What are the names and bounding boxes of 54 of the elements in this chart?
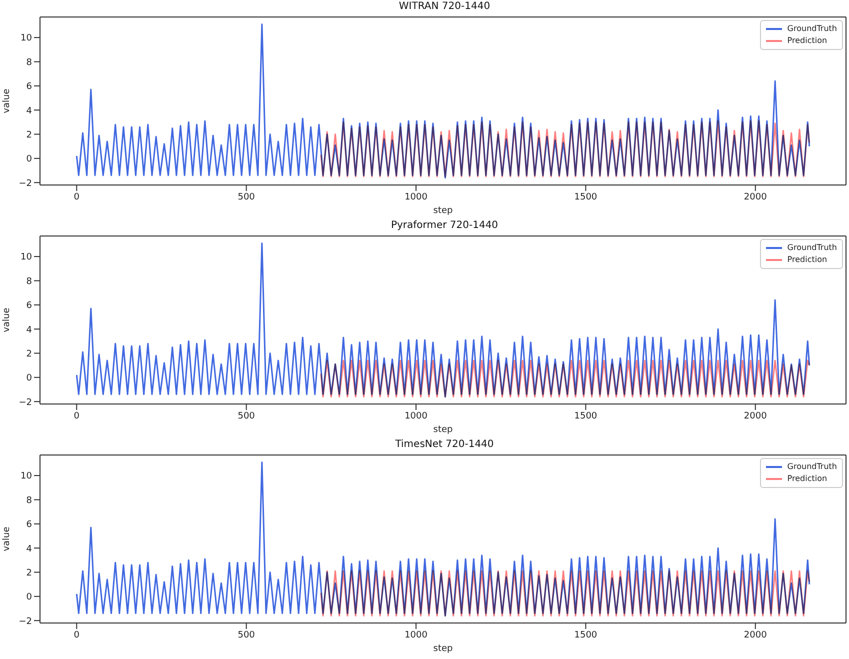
x-tick-label: 1000 (404, 411, 428, 422)
y-tick-label: 6 (26, 301, 32, 312)
y-tick-label: 0 (26, 374, 32, 384)
y-tick-label: 10 (20, 252, 32, 263)
y-tick-label: 8 (26, 58, 32, 68)
x-tick-label: 1000 (404, 192, 428, 202)
y-tick-label: 10 (20, 472, 32, 482)
y-tick-label: 8 (26, 496, 32, 506)
y-tick-label: −2 (18, 616, 32, 627)
x-tick-label: 1500 (574, 411, 598, 422)
x-tick-label: 2000 (744, 630, 768, 640)
y-tick-label: 4 (26, 325, 32, 336)
chart-title: WITRAN 720-1440 (398, 0, 492, 14)
y-tick-label: −2 (18, 398, 32, 408)
y-tick-label: 4 (26, 544, 32, 554)
y-tick-label: 6 (26, 82, 32, 92)
line-series (320, 360, 810, 398)
y-tick-label: 2 (26, 568, 32, 578)
x-tick-label: 0 (74, 192, 80, 202)
x-tick-label: 1500 (574, 630, 598, 640)
x-axis-title: step (433, 425, 454, 435)
y-tick-label: 10 (20, 34, 32, 44)
y-tick-label: 4 (26, 106, 32, 116)
chart-title: Pyraformer 720-1440 (390, 219, 500, 233)
x-axis-title: step (433, 644, 454, 654)
y-tick-label: 2 (26, 349, 32, 360)
legend-label: Prediction (787, 35, 828, 47)
y-tick-label: 8 (26, 276, 32, 287)
y-axis-title: value (2, 307, 12, 332)
y-tick-label: 0 (26, 592, 32, 603)
legend-label: GroundTruth (787, 242, 837, 254)
x-axis-title: step (433, 206, 454, 216)
x-tick-label: 2000 (744, 411, 768, 422)
y-axis-title: value (2, 88, 12, 114)
legend-label: GroundTruth (787, 23, 837, 35)
x-tick-label: 1500 (574, 192, 598, 202)
x-tick-label: 0 (74, 411, 80, 422)
x-tick-label: 2000 (744, 192, 768, 202)
chart-title: TimesNet 720-1440 (394, 438, 495, 452)
y-tick-label: −2 (18, 178, 32, 189)
y-tick-label: 6 (26, 520, 32, 530)
legend-label: Prediction (787, 473, 828, 485)
x-tick-label: 500 (238, 630, 256, 640)
line-series (320, 120, 810, 178)
y-tick-label: 0 (26, 154, 32, 165)
y-axis-title: value (2, 526, 12, 552)
legend-label: GroundTruth (787, 461, 837, 473)
x-tick-label: 0 (74, 630, 80, 640)
x-tick-label: 500 (238, 411, 256, 422)
y-tick-label: 2 (26, 130, 32, 140)
x-tick-label: 1000 (404, 630, 428, 640)
line-series (320, 570, 810, 616)
legend-label: Prediction (787, 254, 828, 266)
x-tick-label: 500 (238, 192, 256, 202)
